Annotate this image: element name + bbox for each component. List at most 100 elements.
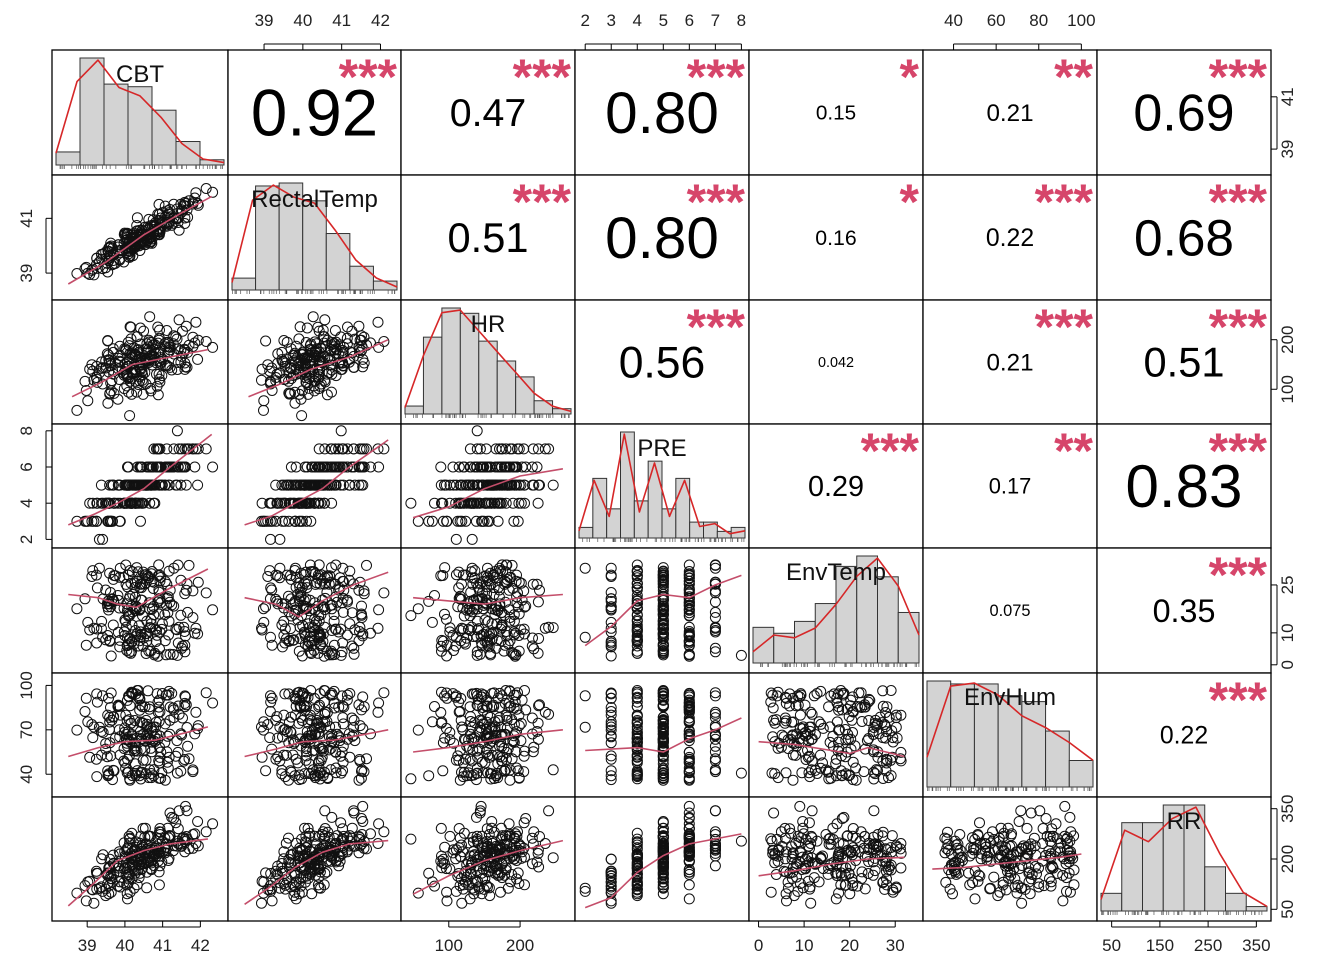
significance-stars: *** bbox=[1209, 299, 1268, 355]
scatter-point bbox=[258, 404, 269, 416]
panel-hr-cbt bbox=[51, 299, 229, 425]
scatter-point bbox=[105, 650, 117, 662]
histogram-bar bbox=[647, 460, 663, 539]
scatter-point bbox=[452, 515, 464, 527]
scatter-point bbox=[162, 205, 174, 217]
loess-smooth-line bbox=[67, 195, 213, 285]
scatter-point bbox=[313, 443, 325, 455]
variable-label: EnvTemp bbox=[786, 559, 886, 586]
panel-rr-hr bbox=[400, 796, 576, 922]
density-curve bbox=[578, 433, 746, 535]
scatter-point bbox=[112, 241, 124, 253]
histogram-bar bbox=[441, 307, 461, 415]
correlation-value: 0.075 bbox=[989, 602, 1030, 620]
scatter-point bbox=[142, 479, 154, 491]
scatter-point bbox=[180, 479, 192, 491]
panel-frame bbox=[400, 49, 576, 176]
scatter-point bbox=[319, 479, 331, 491]
scatter-point bbox=[154, 376, 166, 388]
scatter-point bbox=[317, 324, 329, 336]
loess-smooth-line bbox=[248, 338, 389, 398]
scatter-point bbox=[97, 533, 109, 545]
scatter-point bbox=[168, 330, 180, 342]
scatter-point bbox=[105, 360, 116, 372]
scatter-point bbox=[104, 387, 116, 399]
scatter-point bbox=[128, 479, 140, 491]
density-curve bbox=[231, 184, 398, 288]
scatter-point bbox=[190, 316, 202, 328]
scatter-point bbox=[145, 461, 157, 473]
scatter-point bbox=[354, 461, 365, 473]
scatter-point bbox=[114, 571, 126, 583]
scatter-point bbox=[470, 515, 482, 527]
scatter-point bbox=[107, 479, 119, 491]
histogram-bar bbox=[606, 508, 622, 539]
scatter-point bbox=[138, 325, 150, 337]
scatter-point bbox=[131, 212, 143, 224]
variable-label: EnvHum bbox=[964, 684, 1056, 711]
scatter-point bbox=[87, 497, 99, 509]
panel-pre-env-temp: 0.29*** bbox=[748, 423, 924, 549]
scatter-point bbox=[333, 443, 345, 455]
panel-rectal-temp-cbt bbox=[51, 174, 229, 301]
scatter-point bbox=[79, 375, 91, 387]
scatter-point bbox=[101, 348, 113, 360]
scatter-point bbox=[189, 192, 201, 204]
scatter-point bbox=[152, 337, 164, 349]
scatter-point bbox=[318, 337, 330, 349]
histogram-bar bbox=[103, 83, 129, 166]
scatter-point bbox=[337, 443, 349, 455]
density-curve bbox=[404, 309, 572, 413]
scatter-point bbox=[156, 618, 168, 630]
scatter-point bbox=[491, 479, 503, 491]
scatter-point bbox=[86, 571, 98, 582]
panel-cbt-env-temp: 0.15* bbox=[748, 49, 924, 176]
scatter-point bbox=[121, 370, 133, 381]
panel-rectal-temp-rr: 0.68*** bbox=[1096, 174, 1272, 301]
scatter-point bbox=[348, 361, 360, 373]
scatter-point bbox=[357, 479, 369, 491]
scatter-point bbox=[348, 443, 360, 455]
scatter-point bbox=[131, 220, 143, 231]
scatter-point bbox=[93, 562, 105, 574]
scatter-point bbox=[492, 461, 504, 473]
histogram-bar bbox=[55, 151, 81, 166]
loess-smooth-line bbox=[412, 468, 564, 519]
scatter-point bbox=[501, 461, 513, 473]
panel-cbt-hr: 0.47*** bbox=[400, 49, 576, 176]
scatter-point bbox=[508, 515, 520, 527]
panel-hr-hr: HR bbox=[400, 299, 576, 425]
scatter-point bbox=[168, 562, 180, 574]
scatter-point bbox=[192, 334, 204, 346]
panel-rr-env-temp bbox=[748, 796, 924, 922]
scatter-point bbox=[265, 533, 276, 545]
variable-label: CBT bbox=[116, 61, 164, 88]
panel-frame bbox=[922, 49, 1098, 176]
scatter-point bbox=[335, 425, 347, 437]
scatter-point bbox=[276, 354, 288, 366]
scatter-point bbox=[163, 479, 175, 491]
scatter-point bbox=[488, 497, 500, 509]
variable-label: PRE bbox=[637, 435, 686, 462]
scatter-point bbox=[308, 497, 320, 509]
scatter-point bbox=[337, 479, 349, 491]
histogram-bar bbox=[127, 86, 153, 166]
scatter-point bbox=[122, 461, 134, 473]
scatter-point bbox=[312, 461, 324, 473]
scatter-point bbox=[294, 479, 306, 491]
scatter-point bbox=[356, 443, 368, 455]
scatter-point bbox=[192, 353, 204, 365]
scatter-point bbox=[435, 479, 447, 491]
scatter-point bbox=[200, 183, 212, 194]
scatter-point bbox=[137, 388, 149, 400]
panel-env-hum-cbt bbox=[51, 672, 229, 798]
scatter-point bbox=[264, 365, 276, 377]
scatter-point bbox=[300, 376, 312, 388]
scatter-point bbox=[435, 461, 447, 473]
scatter-point bbox=[190, 187, 202, 199]
panel-env-temp-env-hum: 0.075 bbox=[922, 547, 1098, 674]
scatter-point bbox=[93, 256, 105, 268]
loess-smooth-line bbox=[71, 348, 209, 398]
panel-hr-rectal-temp bbox=[227, 299, 402, 425]
scatter-point bbox=[172, 461, 184, 473]
